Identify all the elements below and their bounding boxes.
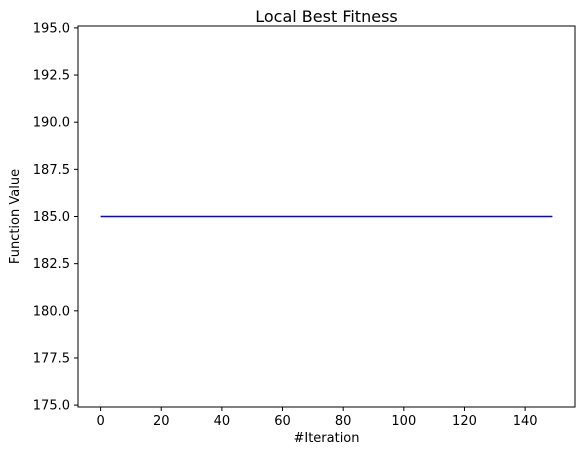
y-axis-ticks: 175.0 177.5 180.0 182.5 185.0 187.5 190.0 192.5… [33,21,78,414]
y-tick-label: 175.0 [33,399,70,414]
y-tick-label: 182.5 [33,257,70,272]
x-tick-label: 20 [153,414,170,429]
x-tick-label: 120 [452,414,477,429]
y-tick-label: 180.0 [33,304,70,319]
y-tick-label: 195.0 [33,21,70,36]
x-tick-label: 80 [335,414,352,429]
x-tick-label: 0 [96,414,104,429]
y-tick-label: 177.5 [33,351,70,366]
x-axis-ticks: 0 20 40 60 80 100 120 140 [96,407,538,429]
y-tick-label: 190.0 [33,116,70,131]
x-tick-label: 100 [391,414,416,429]
x-axis-label: #Iteration [293,431,359,446]
y-tick-label: 192.5 [33,69,70,84]
y-axis-label: Function Value [8,169,23,264]
x-tick-label: 60 [274,414,291,429]
x-tick-label: 140 [513,414,538,429]
chart-title: Local Best Fitness [255,7,397,26]
y-tick-label: 187.5 [33,163,70,178]
x-tick-label: 40 [214,414,231,429]
y-tick-label: 185.0 [33,210,70,225]
